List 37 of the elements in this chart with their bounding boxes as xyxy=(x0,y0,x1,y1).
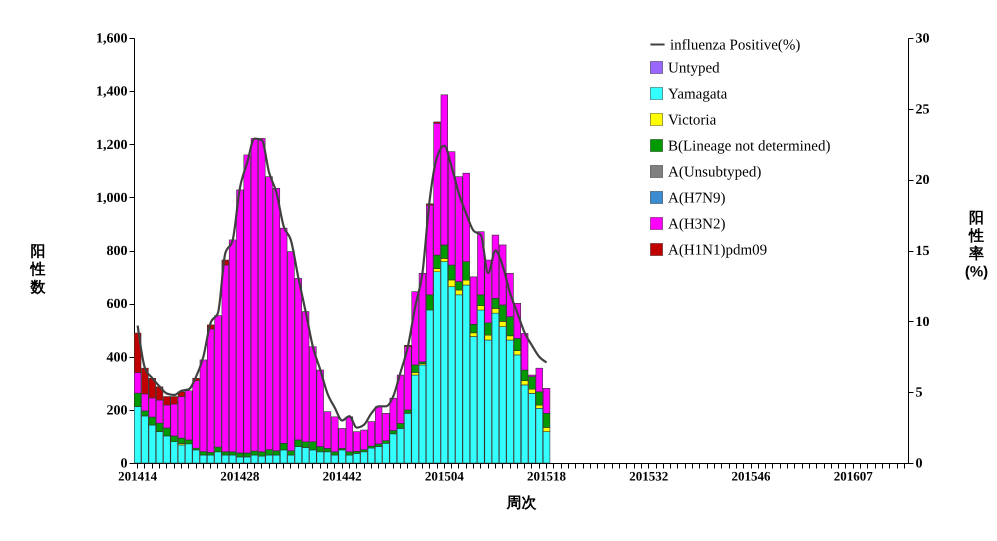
x-tick-label: 201504 xyxy=(424,468,464,484)
x-tick-label: 201442 xyxy=(322,468,362,484)
y2-axis-title: 阳性率(%) xyxy=(964,210,988,280)
legend-label: A(H1N1)pdm09 xyxy=(668,242,768,258)
x-tick-label: 201546 xyxy=(732,468,772,484)
legend-label: B(Lineage not determined) xyxy=(668,138,830,154)
legend-label: A(H7N9) xyxy=(668,190,726,206)
y-tick-label: 1,600 xyxy=(96,32,128,46)
y2-tick-label: 5 xyxy=(916,386,922,401)
y-tick-label: 800 xyxy=(106,244,128,259)
x-tick-label: 201428 xyxy=(220,468,260,484)
x-axis-title: 周次 xyxy=(506,494,538,512)
y-tick-label: 200 xyxy=(106,403,128,418)
y-tick-label: 1,000 xyxy=(96,190,128,206)
y-axis-title: 阳性数 xyxy=(30,243,46,296)
y-tick-label: 1,400 xyxy=(96,84,128,100)
y2-tick-label: 0 xyxy=(916,456,922,472)
y-tick-label: 600 xyxy=(106,297,128,312)
y2-tick-label: 25 xyxy=(916,102,930,118)
y2-tick-label: 30 xyxy=(916,32,930,46)
x-tick-label: 201532 xyxy=(629,468,668,484)
x-tick-label: 201518 xyxy=(527,468,567,484)
legend-label: Untyped xyxy=(668,60,720,76)
y-tick-label: 0 xyxy=(120,456,128,472)
y2-tick-label: 20 xyxy=(916,173,930,188)
x-tick-label: 201607 xyxy=(834,468,874,484)
y2-tick-label: 15 xyxy=(916,244,930,259)
legend-label: Yamagata xyxy=(668,86,728,102)
y-tick-label: 400 xyxy=(106,350,128,366)
y2-tick-label: 10 xyxy=(916,314,930,330)
legend-label: A(H3N2) xyxy=(668,216,726,232)
line-series xyxy=(136,137,548,429)
legend-label: influenza Positive(%) xyxy=(670,38,800,54)
y-tick-label: 1,200 xyxy=(96,138,128,153)
legend-label: Victoria xyxy=(668,112,717,128)
legend-label: A(Unsubtyped) xyxy=(668,164,762,180)
x-tick-label: 201414 xyxy=(118,468,158,484)
